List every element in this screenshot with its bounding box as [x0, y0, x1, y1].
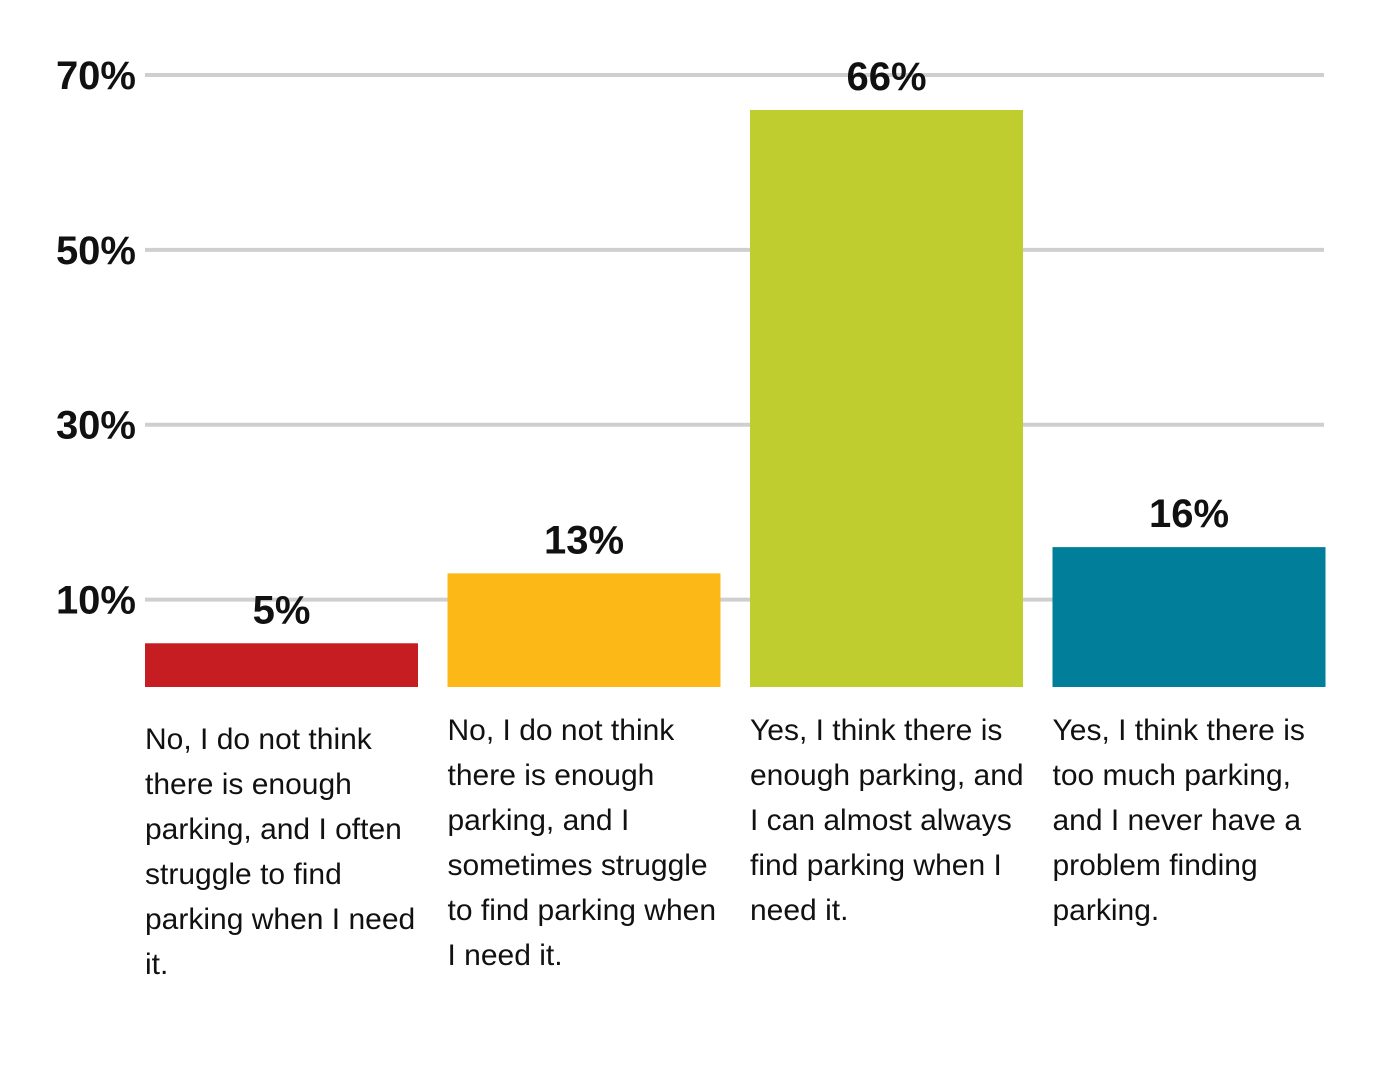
y-tick-label: 30%	[56, 404, 136, 448]
bar-value-label: 16%	[1149, 492, 1229, 536]
bar	[145, 643, 418, 687]
y-tick-label: 10%	[56, 579, 136, 623]
y-tick-label: 50%	[56, 229, 136, 273]
bar	[447, 573, 721, 687]
gridlines	[145, 73, 1324, 602]
bar	[750, 109, 1023, 687]
category-label: No, I do not think there is enough parki…	[447, 714, 717, 972]
bar-value-label: 66%	[846, 55, 926, 99]
bar	[1052, 547, 1326, 687]
value-labels: 5% 13% 66% 16%	[253, 55, 1229, 632]
category-label: Yes, I think there is enough parking, an…	[750, 714, 1024, 927]
y-tick-label: 70%	[56, 54, 136, 98]
y-axis-tick-labels: 10% 30% 50% 70%	[56, 54, 136, 623]
category-label: Yes, I think there is too much parking, …	[1052, 714, 1305, 927]
bar-value-label: 5%	[253, 588, 311, 632]
bar-value-label: 13%	[544, 518, 624, 562]
bars	[145, 109, 1326, 687]
category-label: No, I do not think there is enough parki…	[145, 723, 416, 981]
